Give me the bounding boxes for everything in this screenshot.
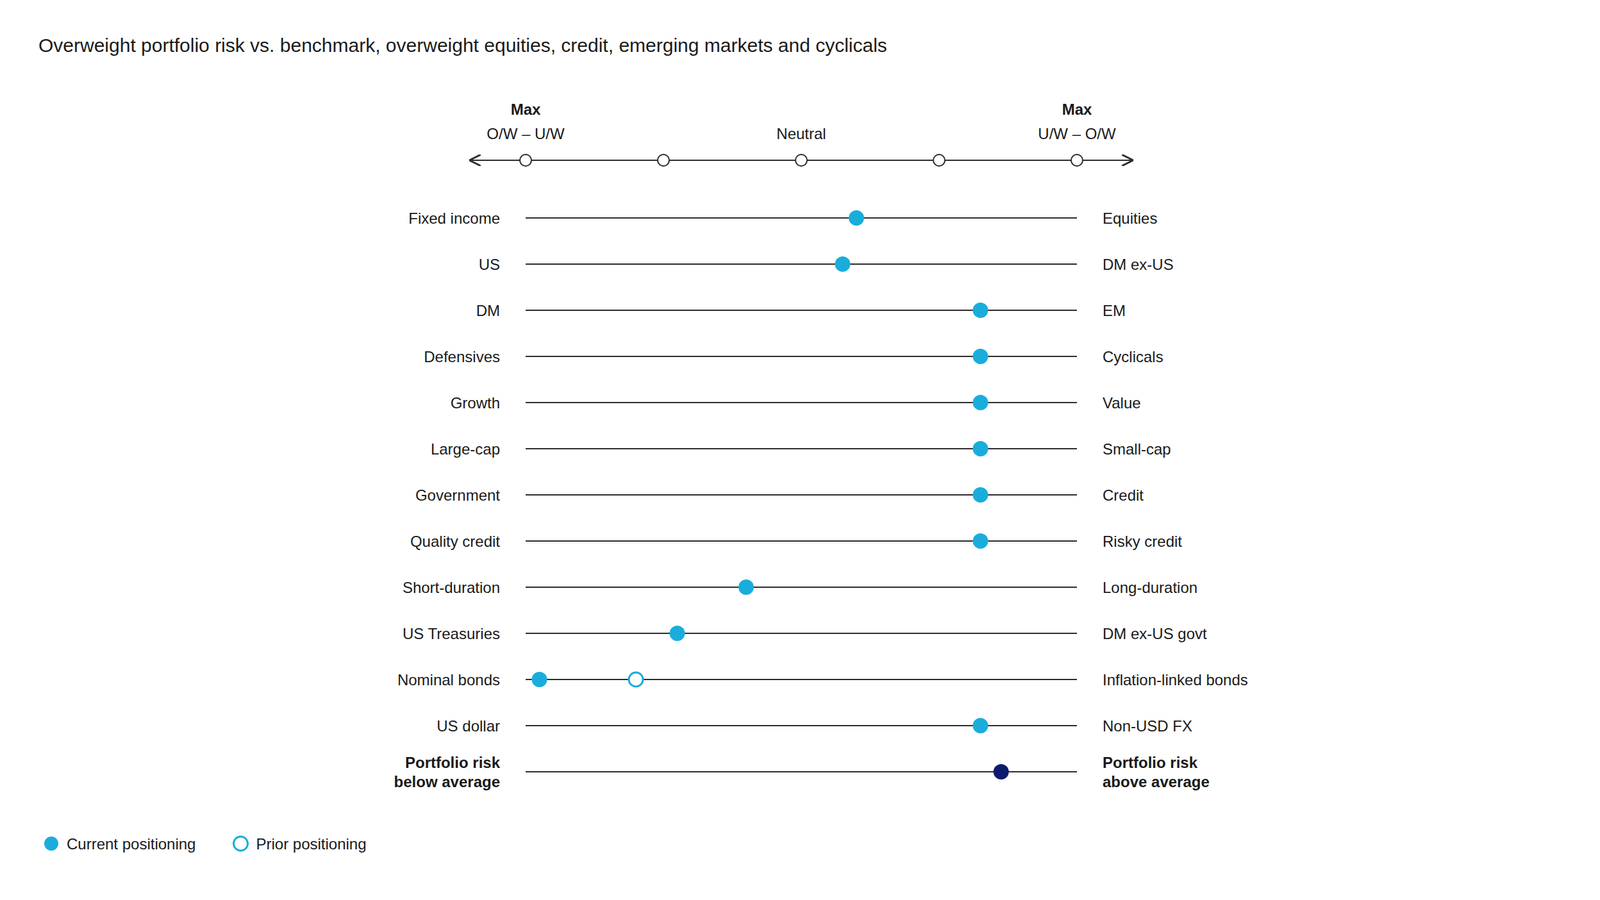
row-line — [525, 448, 1077, 450]
row-label-left-line: Short-duration — [402, 578, 500, 597]
row-label-right-line: Equities — [1102, 209, 1158, 227]
current-dot — [848, 210, 865, 226]
row-line — [525, 586, 1077, 588]
current-dot — [973, 487, 989, 503]
current-dot — [993, 764, 1009, 780]
prior-dot — [628, 672, 643, 687]
row-label-right: EM — [1102, 301, 1126, 320]
row-label-right: Credit — [1102, 486, 1144, 504]
row-label-right-line: DM ex-US govt — [1102, 625, 1208, 643]
row-label-right: Equities — [1102, 209, 1158, 227]
row-label-left: Fixed income — [408, 209, 500, 227]
scale-label: Max — [510, 100, 542, 118]
scale-tick — [1071, 154, 1083, 167]
row-label-right-line: Portfolio risk — [1102, 753, 1199, 772]
current-dot — [973, 533, 989, 549]
row-label-right-line: above average — [1102, 773, 1210, 791]
row-line — [525, 540, 1077, 542]
row-label-right: Cyclicals — [1102, 348, 1164, 366]
row-line — [525, 355, 1077, 358]
row-label-right-line: Cyclicals — [1102, 348, 1164, 366]
row-label-left: Portfolio riskbelow average — [394, 753, 501, 791]
row-label-right: DM ex-US — [1102, 255, 1174, 274]
row-label-left-line: DM — [476, 301, 500, 320]
scale-tick — [519, 154, 532, 167]
row-label-left-line: Large-cap — [430, 440, 500, 458]
legend-label: Current positioning — [66, 835, 196, 853]
legend-label: Prior positioning — [255, 835, 367, 853]
scale-label: Max — [1062, 100, 1093, 118]
row-label-left-line: Portfolio risk — [405, 753, 501, 772]
scale-tick — [657, 154, 670, 167]
scale-tick — [933, 154, 945, 167]
row-label-right-line: Inflation-linked bonds — [1102, 671, 1249, 689]
row-line — [525, 401, 1077, 404]
row-line — [525, 725, 1077, 727]
row-label-right-line: Credit — [1102, 486, 1144, 504]
row-label-left: Growth — [450, 394, 500, 412]
scale-label: Neutral — [776, 125, 826, 143]
row-label-right-line: Long-duration — [1102, 578, 1198, 597]
row-label-left-line: Government — [415, 486, 500, 504]
current-dot — [669, 625, 686, 642]
row-label-left-line: US Treasuries — [402, 625, 500, 643]
current-dot — [835, 256, 851, 272]
row-label-left-line: US dollar — [436, 717, 500, 735]
row-label-left-line: Quality credit — [410, 532, 500, 550]
row-label-left: Quality credit — [410, 532, 500, 550]
row-label-right-line: Risky credit — [1102, 532, 1183, 550]
row-label-right-line: Value — [1102, 394, 1142, 412]
row-line — [525, 309, 1077, 311]
row-label-left-line: Nominal bonds — [397, 671, 500, 689]
row-label-left-line: Defensives — [423, 348, 500, 366]
row-label-left: US — [478, 255, 500, 274]
row-label-right-line: DM ex-US — [1102, 255, 1174, 274]
row-label-left-line: Growth — [450, 394, 500, 412]
row-label-left: Short-duration — [402, 578, 500, 597]
row-label-left: DM — [476, 301, 500, 320]
row-label-right: Long-duration — [1102, 578, 1198, 597]
row-line — [525, 632, 1077, 634]
row-label-right: Non-USD FX — [1102, 717, 1193, 735]
current-dot — [973, 348, 989, 365]
marks — [532, 210, 1009, 780]
row-label-right: Inflation-linked bonds — [1102, 671, 1249, 689]
row-label-left: Government — [415, 486, 500, 504]
row-label-right: DM ex-US govt — [1102, 625, 1208, 643]
row-label-left: Defensives — [423, 348, 500, 366]
row-label-left: US dollar — [436, 717, 500, 735]
row-label-right: Small-cap — [1102, 440, 1172, 458]
row-label-left-line: below average — [394, 773, 500, 791]
legend-swatch — [233, 836, 248, 851]
scale-tick — [795, 154, 808, 167]
current-dot — [973, 717, 989, 734]
row-label-right: Portfolio riskabove average — [1102, 753, 1210, 791]
row-label-left-line: US — [478, 255, 500, 274]
row-line — [525, 263, 1077, 265]
current-dot — [738, 579, 754, 595]
row-label-right-line: Non-USD FX — [1102, 717, 1193, 735]
scale-label: U/W – O/W — [1037, 125, 1117, 143]
row-label-left: Large-cap — [430, 440, 500, 458]
row-line — [525, 678, 1077, 681]
row-label-right: Risky credit — [1102, 532, 1183, 550]
row-label-left: Nominal bonds — [397, 671, 500, 689]
row-label-left-line: Fixed income — [408, 209, 500, 227]
current-dot — [973, 394, 989, 411]
current-dot — [973, 302, 989, 318]
scale-label: O/W – U/W — [486, 125, 565, 143]
row-label-right: Value — [1102, 394, 1142, 412]
current-dot — [973, 441, 989, 457]
legend-swatch — [44, 836, 59, 851]
current-dot — [532, 671, 548, 688]
row-label-left: US Treasuries — [402, 625, 500, 643]
title: Overweight portfolio risk vs. benchmark,… — [38, 34, 888, 56]
row-line — [525, 494, 1077, 496]
row-label-right-line: EM — [1102, 301, 1126, 320]
chart: Overweight portfolio risk vs. benchmark,… — [0, 0, 1600, 900]
row-line — [525, 217, 1077, 219]
row-label-right-line: Small-cap — [1102, 440, 1172, 458]
